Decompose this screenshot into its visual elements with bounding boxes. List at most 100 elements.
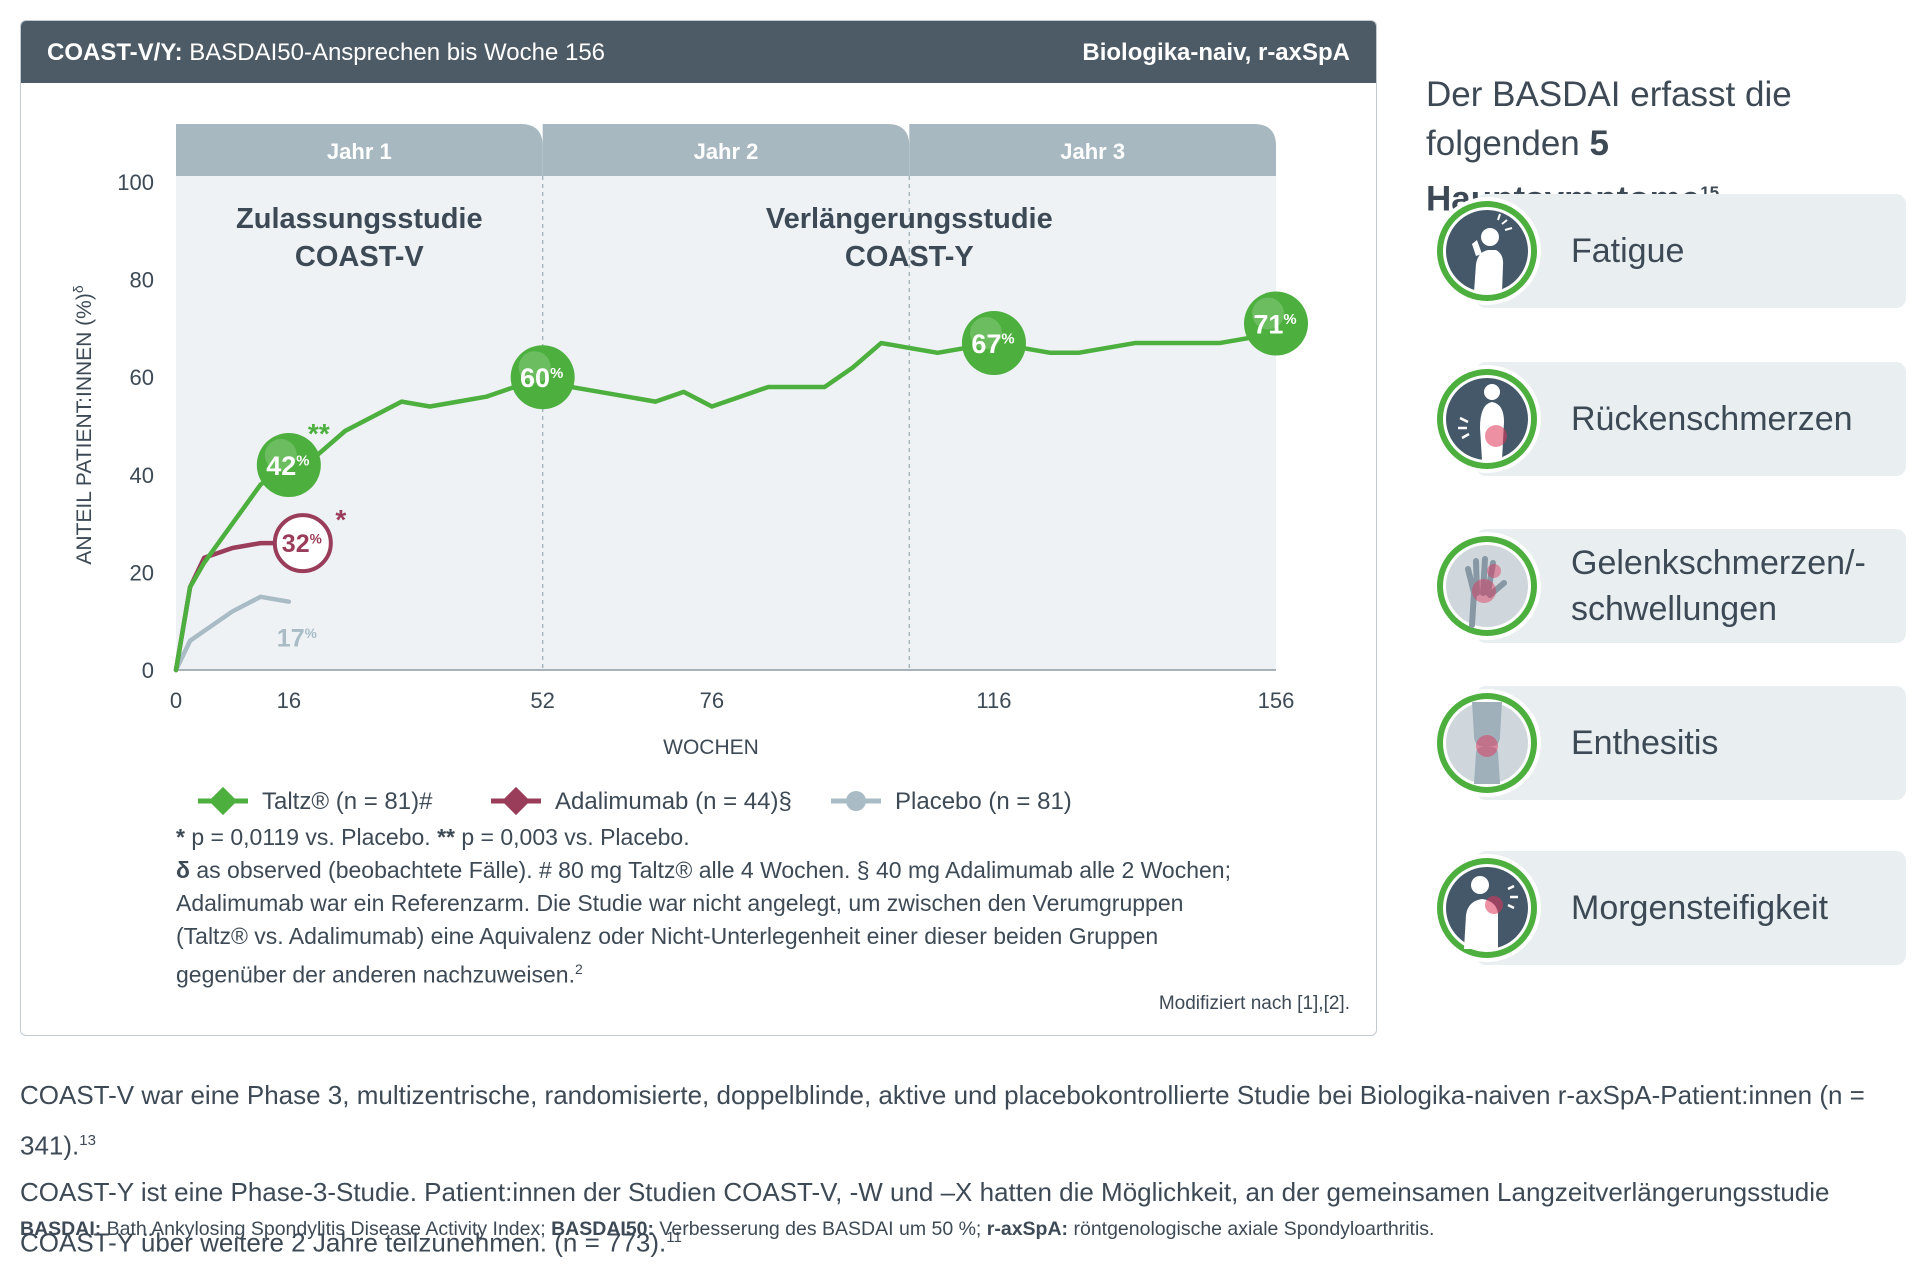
callout-value: 32 (282, 530, 310, 558)
enthesitis-icon (1433, 689, 1541, 797)
abbrev-term-1: BASDAI: (20, 1218, 102, 1240)
legend-marker (208, 786, 238, 816)
year-band-label: Jahr 2 (694, 139, 759, 164)
footnote-line-5-text: gegenüber der anderen nachzuweisen. (176, 961, 575, 988)
symptom-label: Rückenschmerzen (1571, 400, 1853, 438)
study-line-3-ref: 11 (666, 1228, 682, 1246)
callout-label: 60% (520, 363, 563, 393)
symptom-item-joint-pain: Gelenkschmerzen/- schwellungen (1430, 529, 1906, 643)
footnote-line-4: (Taltz® vs. Adalimumab) eine Aquivalenz … (176, 923, 1159, 949)
x-tick-label: 0 (170, 688, 182, 713)
legend-label: Adalimumab (n = 44)§ (555, 788, 792, 815)
year-band (909, 124, 1276, 176)
callout-percent: % (1001, 332, 1014, 348)
y-tick-label: 100 (117, 170, 154, 195)
legend-label: Placebo (n = 81) (895, 788, 1072, 815)
y-tick-label: 0 (142, 658, 154, 683)
callout-circle (256, 433, 321, 498)
abbreviations: BASDAI: Bath Ankylosing Spondylitis Dise… (20, 1218, 1434, 1241)
callout-highlight (264, 439, 297, 472)
legend-name: Taltz (262, 788, 311, 815)
footnotes: * p = 0,0119 vs. Placebo. ** p = 0,003 v… (176, 821, 1336, 992)
series-line (173, 594, 292, 673)
symptom-card (1476, 529, 1906, 643)
callout-percent: % (305, 626, 317, 641)
y-tick-label: 80 (130, 268, 154, 293)
panel-title-bold: COAST-V/Y: (47, 39, 183, 66)
year-band (176, 124, 543, 176)
study-line-1-ref: 13 (79, 1132, 96, 1149)
symptom-label: Enthesitis (1571, 724, 1719, 762)
legend-name: Adalimumab (555, 788, 688, 815)
year-band-label: Jahr 3 (1060, 139, 1125, 164)
modified-note: Modifiziert nach [1],[2]. (1158, 993, 1350, 1014)
footnote-line-5: gegenüber der anderen nachzuweisen.2 (176, 953, 1336, 992)
symptoms-title-line-1: Der BASDAI erfasst die (1426, 75, 1792, 114)
abbrev-term-3: r-axSpA: (986, 1218, 1069, 1240)
callout-circle-adalimumab (272, 513, 333, 574)
legend-name: Placebo (895, 788, 982, 815)
callout-value: 42 (266, 451, 296, 481)
callout-value: 71 (1253, 310, 1283, 340)
morning-stiffness-icon (1433, 854, 1541, 962)
y-tick-label: 60 (130, 365, 154, 390)
legend-detail: (n = 44)§ (688, 788, 791, 815)
legend-marker (501, 786, 531, 816)
study-line-1-text: COAST-V war eine Phase 3, multizentrisch… (20, 1080, 1865, 1161)
x-tick-label: 76 (700, 688, 724, 713)
symptom-item-enthesitis: Enthesitis (1430, 686, 1906, 800)
fatigue-icon (1433, 197, 1541, 305)
abbrev-def-3: röntgenologische axiale Spondyloarthriti… (1068, 1218, 1435, 1240)
symptom-label: Gelenkschmerzen/- schwellungen (1571, 529, 1866, 643)
x-axis-title: WOCHEN (663, 736, 759, 759)
study-line-3: COAST-Y über weitere 2 Jahre teilzunehme… (20, 1215, 1910, 1265)
symptom-label-line-1: Gelenkschmerzen/- (1571, 544, 1866, 582)
footnote-delta: δ as observed (beobachtete Fälle). # 80 … (176, 854, 1336, 887)
symptom-item-fatigue: Fatigue (1430, 194, 1906, 308)
x-tick-label: 52 (530, 688, 554, 713)
x-tick-label: 16 (277, 688, 301, 713)
symptom-card (1476, 851, 1906, 965)
callout-highlight (1252, 297, 1284, 330)
study-description: COAST-V war eine Phase 3, multizentrisch… (20, 1072, 1910, 1265)
footnote-pvalues: * p = 0,0119 vs. Placebo. ** p = 0,003 v… (176, 821, 1336, 854)
y-axis-title: ANTEIL PATIENT:INNEN (%)δ (70, 285, 96, 564)
panel-header: COAST-V/Y: BASDAI50-Ansprechen bis Woche… (21, 21, 1376, 83)
callout-percent: % (550, 366, 563, 382)
footnote-p1: p = 0,0119 vs. Placebo. (184, 824, 438, 850)
series-line (173, 321, 1279, 673)
study-label-line-1: Verlängerungsstudie (766, 203, 1053, 235)
callout-circle (510, 345, 575, 410)
legend-detail: (n = 81) (982, 788, 1072, 815)
footnote-ref: 2 (574, 961, 583, 977)
symptoms-title-prefix: folgenden (1426, 124, 1590, 163)
study-label-line-2: COAST-V (295, 241, 425, 273)
callout-highlight (969, 317, 1002, 350)
callout-value: 60 (520, 363, 550, 393)
back-pain-icon (1433, 365, 1541, 473)
symptom-label: Morgensteifigkeit (1571, 889, 1829, 927)
legend-detail: ® (n = 81)# (311, 788, 433, 815)
callout-value: 17 (277, 625, 305, 653)
x-tick-label: 116 (976, 688, 1011, 713)
x-tick-label: 156 (1258, 688, 1295, 713)
study-line-1: COAST-V war eine Phase 3, multizentrisch… (20, 1072, 1910, 1169)
symptom-card (1476, 362, 1906, 476)
symptom-item-back-pain: Rückenschmerzen (1430, 362, 1906, 476)
significance-taltz: ** (308, 418, 330, 449)
symptom-item-morning-stiffness: Morgensteifigkeit (1430, 851, 1906, 965)
footnote-delta-text: as observed (beobachtete Fälle). # 80 mg… (189, 857, 1231, 883)
abbrev-term-2: BASDAI50: (551, 1218, 655, 1240)
study-line-3-text: COAST-Y über weitere 2 Jahre teilzunehme… (20, 1227, 667, 1258)
study-line-2: COAST-Y ist eine Phase-3-Studie. Patient… (20, 1176, 1830, 1207)
callout-circle (1244, 291, 1308, 356)
callout-percent: % (310, 531, 322, 546)
callout-label: 71% (1253, 310, 1296, 340)
callout-percent: % (1283, 312, 1296, 328)
basdai50-chart: Jahr 1 Jahr 2 Jahr 3 Zulassungsstudie COAST-… (70, 124, 1308, 816)
study-label-line-1: Zulassungsstudie (236, 203, 483, 235)
population-label: Biologika-naiv, r-axSpA (1082, 39, 1350, 66)
y-axis-title-sup: δ (70, 285, 86, 293)
study-label-line-2: COAST-Y (845, 241, 974, 273)
footnote-star-2: ** (437, 824, 455, 850)
